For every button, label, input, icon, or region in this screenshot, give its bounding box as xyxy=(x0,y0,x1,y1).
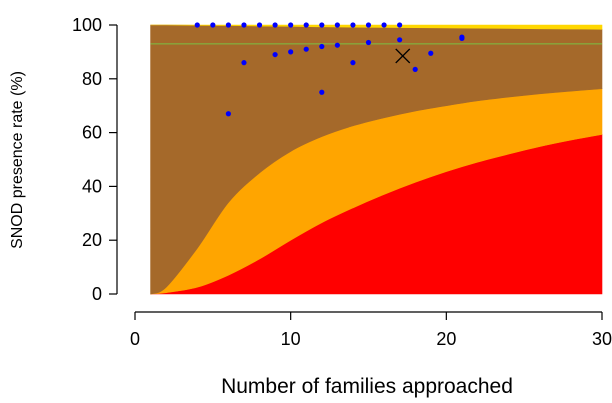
data-point xyxy=(365,22,372,28)
data-point xyxy=(350,60,356,66)
data-point xyxy=(272,22,278,28)
data-point xyxy=(397,22,403,28)
mean-marker xyxy=(395,48,411,64)
data-point xyxy=(319,22,325,28)
data-point xyxy=(459,35,465,42)
data-point xyxy=(241,22,247,28)
data-points-layer xyxy=(194,22,465,117)
bands-layer xyxy=(150,24,603,295)
x-tick-label: 0 xyxy=(130,329,140,349)
data-point xyxy=(210,22,216,28)
data-point xyxy=(288,49,294,55)
y-tick-label: 100 xyxy=(72,15,102,35)
x-tick-label: 30 xyxy=(592,329,612,349)
y-tick-label: 80 xyxy=(82,69,102,89)
y-axis-title: SNOD presence rate (%) xyxy=(9,71,26,249)
axes-layer: 0 20 40 60 80 100 0 10 20 30 xyxy=(72,15,612,349)
data-point xyxy=(272,51,278,58)
data-point xyxy=(319,89,325,95)
data-point xyxy=(303,22,309,28)
y-tick-label: 0 xyxy=(92,284,102,304)
data-point xyxy=(225,111,231,117)
data-point xyxy=(288,22,294,28)
y-tick-label: 60 xyxy=(82,123,102,143)
data-point xyxy=(381,22,387,28)
data-point xyxy=(319,43,325,50)
data-point xyxy=(334,22,340,28)
data-point xyxy=(428,50,434,56)
x-tick-label: 10 xyxy=(281,329,301,349)
data-point xyxy=(225,22,231,28)
mean-marker-stroke xyxy=(395,48,411,64)
data-point xyxy=(303,46,309,52)
mean-marker-layer xyxy=(395,48,411,64)
y-tick-label: 20 xyxy=(82,230,102,250)
data-point xyxy=(256,22,263,28)
x-axis-title: Number of families approached xyxy=(221,375,513,398)
y-tick-label: 40 xyxy=(82,176,102,196)
data-point xyxy=(241,60,247,66)
data-point xyxy=(412,66,418,72)
data-point xyxy=(397,37,403,43)
data-point xyxy=(350,22,356,28)
data-point xyxy=(194,22,200,28)
data-point xyxy=(365,39,372,46)
x-tick-label: 20 xyxy=(436,329,456,349)
data-point xyxy=(334,42,340,48)
